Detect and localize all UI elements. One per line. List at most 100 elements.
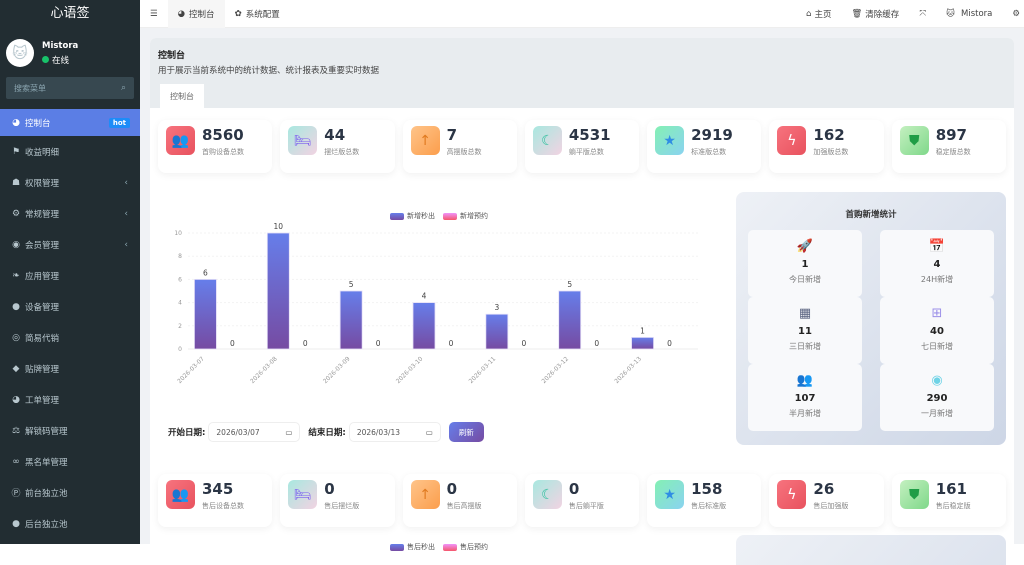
refresh-button[interactable]: 刷新 xyxy=(449,422,484,442)
svg-text:0: 0 xyxy=(594,339,599,348)
tab-dashboard-panel[interactable]: 控制台 xyxy=(160,84,204,109)
flag-icon: ⚑ xyxy=(10,147,22,157)
user-menu-label: Mistora xyxy=(961,9,992,19)
start-date-input[interactable]: 2026/03/07▭ xyxy=(208,422,300,442)
page-header: 控制台 用于展示当前系统中的统计数据、统计报表及重要实时数据 控制台 xyxy=(150,38,1014,108)
legend-item[interactable]: 新增预约 xyxy=(443,211,488,221)
after-sales-stats-panel xyxy=(736,535,1006,565)
stat-value: 161 xyxy=(936,480,971,498)
svg-text:10: 10 xyxy=(174,230,182,237)
svg-text:6: 6 xyxy=(203,268,208,277)
users-icon: 👥 xyxy=(748,373,862,389)
sidebar-item[interactable]: ◆贴牌管理 xyxy=(0,353,140,384)
sidebar-item[interactable]: ◉会员管理‹ xyxy=(0,229,140,260)
stat-value: 44 xyxy=(324,126,359,144)
svg-text:5: 5 xyxy=(567,280,572,289)
sidebar-item-label: 收益明细 xyxy=(25,146,59,158)
legend-label: 售后预约 xyxy=(460,543,488,551)
menu-toggle-button[interactable]: ☰ xyxy=(140,0,168,28)
calendar-icon[interactable]: ▭ xyxy=(426,428,433,437)
stat-card-icon: 👥 xyxy=(166,480,195,509)
svg-text:0: 0 xyxy=(521,339,526,348)
tab-dashboard[interactable]: ◕ 控制台 xyxy=(168,0,225,28)
sidebar-item[interactable]: ⚙常规管理‹ xyxy=(0,198,140,229)
stat-label: 躺平版总数 xyxy=(569,147,611,157)
user-name: Mistora xyxy=(42,41,78,51)
sidebar-item[interactable]: ◕工单管理 xyxy=(0,384,140,415)
dashboard-panel: 控制台 用于展示当前系统中的统计数据、统计报表及重要实时数据 控制台 👥 856… xyxy=(150,38,1014,558)
calendar-plus-icon: ⊞ xyxy=(880,306,994,322)
stats-label: 24H新增 xyxy=(880,274,994,285)
user-panel: 🐱 Mistora 在线 xyxy=(0,30,140,70)
stat-label: 加强版总数 xyxy=(813,147,848,157)
clear-cache-button[interactable]: 🗑清除缓存 xyxy=(842,0,910,28)
settings-button[interactable]: ⚙ xyxy=(1002,0,1024,28)
sidebar-item[interactable]: ∞黑名单管理 xyxy=(0,446,140,477)
sidebar-item[interactable]: ⚖解锁码管理 xyxy=(0,415,140,446)
online-dot-icon xyxy=(42,56,49,63)
svg-text:2026-03-10: 2026-03-10 xyxy=(395,355,425,385)
svg-text:2026-03-12: 2026-03-12 xyxy=(541,355,571,385)
user-menu[interactable]: 🐱Mistora xyxy=(936,0,1002,28)
dashboard-icon: ◕ xyxy=(10,395,22,405)
legend-label: 新增预约 xyxy=(460,212,488,220)
chevron-left-icon[interactable]: ‹ xyxy=(124,240,128,250)
gear-icon: ✿ xyxy=(235,9,242,19)
legend-item[interactable]: 新增秒出 xyxy=(390,211,435,221)
sidebar-item-label: 解锁码管理 xyxy=(25,425,68,437)
sidebar-item[interactable]: ●后台独立池 xyxy=(0,508,140,539)
stat-value: 897 xyxy=(936,126,971,144)
stat-value: 4531 xyxy=(569,126,611,144)
sidebar-item[interactable]: ⚑收益明细 xyxy=(0,136,140,167)
tab-system-config[interactable]: ✿系统配置 xyxy=(225,0,290,28)
dashboard-icon: ◕ xyxy=(178,9,185,19)
menu-search-input[interactable] xyxy=(14,84,104,93)
eye-icon: ◎ xyxy=(10,333,22,343)
svg-text:2026-03-07: 2026-03-07 xyxy=(176,355,206,385)
menu-search: ⌕ xyxy=(6,77,134,99)
calendar-icon[interactable]: ▭ xyxy=(285,428,292,437)
page-description: 用于展示当前系统中的统计数据、统计报表及重要实时数据 xyxy=(158,64,1006,76)
sidebar-item[interactable]: ●设备管理 xyxy=(0,291,140,322)
stat-value: 345 xyxy=(202,480,244,498)
sidebar-item[interactable]: ☗权限管理‹ xyxy=(0,167,140,198)
chevron-left-icon[interactable]: ‹ xyxy=(124,209,128,219)
end-date-input[interactable]: 2026/03/13▭ xyxy=(349,422,441,442)
user-circle-icon: ◉ xyxy=(880,373,994,389)
sidebar-item[interactable]: ◎简易代销 xyxy=(0,322,140,353)
avatar[interactable]: 🐱 xyxy=(6,39,34,67)
stat-label: 售后高摆版 xyxy=(447,501,482,511)
home-link[interactable]: ⌂主页 xyxy=(796,0,841,28)
sidebar-item-label: 控制台 xyxy=(25,117,51,129)
chart-legend: 新增秒出 新增预约 xyxy=(390,211,488,221)
tab-label: 控制台 xyxy=(189,8,215,20)
svg-text:0: 0 xyxy=(667,339,672,348)
stat-label: 稳定版总数 xyxy=(936,147,971,157)
sidebar-item[interactable]: ❧应用管理 xyxy=(0,260,140,291)
stat-label: 售后躺平版 xyxy=(569,501,604,511)
fullscreen-button[interactable]: ⤧ xyxy=(909,0,936,28)
chevron-left-icon[interactable]: ‹ xyxy=(124,178,128,188)
svg-text:4: 4 xyxy=(178,300,182,307)
stat-value: 2919 xyxy=(691,126,733,144)
stat-label: 售后稳定版 xyxy=(936,501,971,511)
stat-label: 高摆版总数 xyxy=(447,147,482,157)
stat-value: 162 xyxy=(813,126,848,144)
svg-text:3: 3 xyxy=(494,303,499,312)
stat-value: 0 xyxy=(569,480,604,498)
search-icon[interactable]: ⌕ xyxy=(121,83,126,93)
main-content: 控制台 用于展示当前系统中的统计数据、统计报表及重要实时数据 控制台 👥 856… xyxy=(140,28,1024,544)
apple-icon: ● xyxy=(10,519,22,529)
start-date-label: 开始日期: xyxy=(168,426,205,438)
dashboard-icon: ◕ xyxy=(10,118,22,128)
